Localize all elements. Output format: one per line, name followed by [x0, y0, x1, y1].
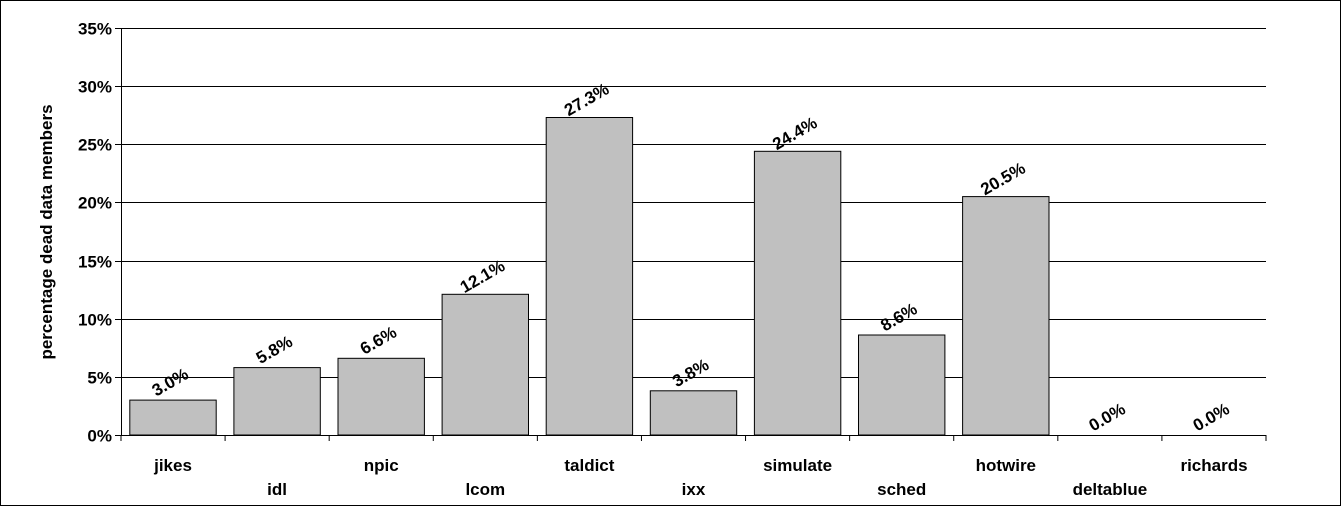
bar-lcom	[441, 293, 530, 436]
data-label-idl: 5.8%	[253, 332, 296, 368]
y-tick-label: 30%	[78, 78, 112, 97]
data-label-sched: 8.6%	[877, 299, 920, 335]
category-label-hotwire: hotwire	[976, 456, 1036, 475]
gridlines	[121, 28, 1266, 378]
data-label-deltablue: 0.0%	[1086, 399, 1129, 435]
y-tick-label: 0%	[87, 427, 112, 446]
bar-jikes	[129, 399, 217, 436]
y-axis-title: percentage dead data members	[37, 104, 56, 359]
bar-ixx	[649, 390, 738, 436]
data-label-simulate: 24.4%	[769, 113, 820, 154]
bar-simulate	[753, 150, 842, 436]
axes	[115, 28, 1267, 441]
data-label-richards: 0.0%	[1190, 399, 1233, 435]
data-label-ixx: 3.8%	[669, 355, 712, 391]
category-label-ixx: ixx	[682, 480, 706, 499]
bar-npic	[337, 357, 425, 436]
category-label-sched: sched	[877, 480, 926, 499]
category-label-deltablue: deltablue	[1073, 480, 1148, 499]
data-label-npic: 6.6%	[357, 323, 400, 359]
category-label-lcom: lcom	[465, 480, 505, 499]
category-label-simulate: simulate	[763, 456, 832, 475]
y-tick-label: 25%	[78, 136, 112, 155]
category-label-npic: npic	[364, 456, 399, 475]
category-label-jikes: jikes	[153, 456, 192, 475]
category-label-idl: idl	[267, 480, 287, 499]
y-tick-label: 35%	[78, 20, 112, 39]
data-label-taldict: 27.3%	[561, 79, 612, 120]
bar-sched	[858, 334, 946, 436]
y-tick-label: 15%	[78, 253, 112, 272]
y-tick-label: 10%	[78, 311, 112, 330]
category-label-taldict: taldict	[564, 456, 614, 475]
bars	[129, 117, 1050, 436]
data-label-lcom: 12.1%	[457, 256, 508, 297]
category-label-richards: richards	[1180, 456, 1247, 475]
y-tick-label: 5%	[87, 369, 112, 388]
data-label-hotwire: 20.5%	[977, 159, 1028, 200]
data-label-jikes: 3.0%	[149, 364, 192, 400]
y-tick-label: 20%	[78, 194, 112, 213]
category-labels: jikes idl npic lcom taldict ixx simulate sched h…	[153, 456, 1247, 499]
bar-hotwire	[962, 196, 1050, 436]
bar-idl	[233, 367, 321, 436]
bar-taldict	[545, 117, 634, 436]
y-tick-labels: 0% 5% 10% 15% 20% 25% 30% 35%	[78, 20, 112, 446]
